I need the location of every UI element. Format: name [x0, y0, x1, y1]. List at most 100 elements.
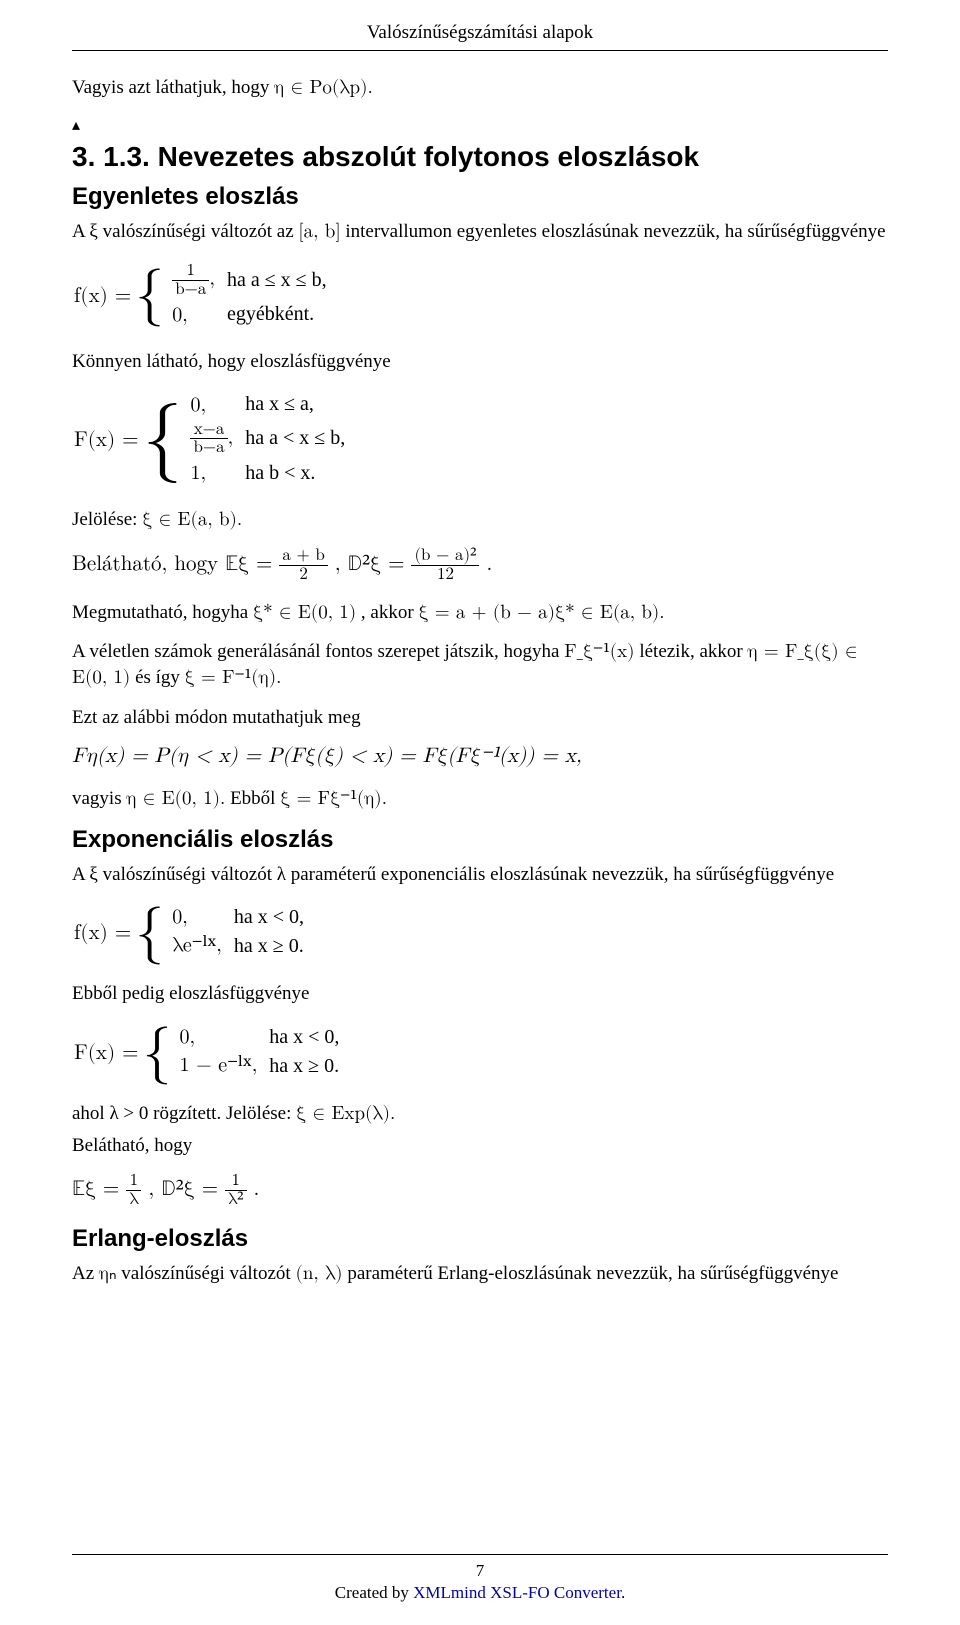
math: (n, λ) — [295, 1264, 342, 1283]
exponential-density-formula: f(x) = { 0, ha x < 0, λe⁻ˡˣ, ha x ≥ 0. — [72, 901, 888, 965]
text: Jelölése: — [72, 509, 142, 530]
math: η ∈ E(0, 1). — [126, 789, 225, 808]
lhs: 𝔻²ξ = — [348, 554, 412, 575]
value: 0, — [172, 905, 232, 931]
footer-credit: Created by XMLmind XSL-FO Converter. — [335, 1583, 625, 1602]
text: Ebből — [230, 788, 280, 809]
value: 1 − e⁻ˡˣ, — [179, 1053, 267, 1081]
text: Megmutatható, hogyha — [72, 602, 253, 623]
lhs: 𝔻²ξ = — [161, 1179, 225, 1200]
brace-icon: { — [142, 1024, 175, 1082]
uniform-cdf-intro: Könnyen látható, hogy eloszlásfüggvénye — [72, 349, 888, 375]
page-footer: 7 Created by XMLmind XSL-FO Converter. — [72, 1554, 888, 1603]
dot: . — [253, 1179, 259, 1200]
footer-rule — [72, 1554, 888, 1555]
condition: ha x < 0, — [269, 1025, 349, 1051]
numerator: 1 — [225, 1172, 246, 1191]
condition: egyébként. — [227, 303, 337, 329]
header-rule — [72, 50, 888, 51]
section-marker-icon: ▴ — [72, 115, 888, 135]
credit-dot: . — [621, 1583, 625, 1602]
condition: ha x ≥ 0. — [234, 933, 314, 961]
brace-icon: { — [142, 399, 186, 479]
lhs: f(x) = — [74, 921, 133, 946]
text: Az — [72, 1263, 99, 1284]
running-head: Valószínűségszámítási alapok — [72, 0, 888, 50]
lhs: 𝔼ξ = — [225, 554, 279, 575]
erlang-def-paragraph: Az ηₙ valószínűségi változót (n, λ) para… — [72, 1261, 888, 1287]
math: ξ = Fξ⁻¹(η). — [280, 789, 387, 808]
frac: a + b 2 — [279, 547, 327, 584]
condition: ha a ≤ x ≤ b, — [227, 262, 337, 301]
denominator: b−a — [190, 439, 227, 457]
exponential-moments-intro: Belátható, hogy — [72, 1133, 888, 1159]
text: és így — [135, 667, 185, 688]
intro-math: η ∈ Po(λp). — [274, 78, 373, 97]
math: ξ = a + (b − a)ξ* ∈ E(a, b). — [418, 603, 664, 622]
math: ηₙ — [99, 1264, 117, 1283]
proof-equation: Fη(x) = P(η < x) = P(Fξ(ξ) < x) = Fξ(Fξ⁻… — [72, 744, 888, 770]
text: , akkor — [361, 602, 419, 623]
tail: , — [228, 427, 234, 447]
frac: 1 λ² — [225, 1172, 246, 1209]
exponential-def-paragraph: A ξ valószínűségi változót λ paraméterű … — [72, 862, 888, 888]
math: ξ = F⁻¹(η). — [185, 668, 282, 687]
numerator: 1 — [126, 1172, 141, 1191]
frac: x−a b−a — [190, 421, 227, 458]
denominator: b−a — [172, 281, 209, 299]
text: ahol λ > 0 rögzített. Jelölése: — [72, 1103, 296, 1124]
denominator: 2 — [279, 566, 327, 584]
value: 0, — [190, 393, 243, 419]
text: valószínűségi változót — [121, 1263, 295, 1284]
lhs: 𝔼ξ = — [72, 1179, 126, 1200]
condition: ha x < 0, — [234, 905, 314, 931]
uniform-def-paragraph: A ξ valószínűségi változót az [a, b] int… — [72, 219, 888, 245]
denominator: λ² — [225, 1191, 246, 1209]
uniform-notation: Jelölése: ξ ∈ E(a, b). — [72, 507, 888, 533]
denominator: λ — [126, 1191, 141, 1209]
credit-prefix: Created by — [335, 1583, 413, 1602]
value: 0, — [172, 303, 225, 329]
uniform-cdf-formula: F(x) = { 0, ha x ≤ a, x−a b−a , — [72, 389, 888, 492]
credit-link: XMLmind XSL-FO Converter — [413, 1583, 621, 1602]
numerator: 1 — [172, 262, 209, 281]
sep: , — [148, 1179, 161, 1200]
math: F_ξ⁻¹(x) — [564, 642, 634, 661]
uniform-transform-paragraph: Megmutatható, hogyha ξ* ∈ E(0, 1) , akko… — [72, 600, 888, 626]
page-number: 7 — [72, 1561, 888, 1581]
numerator: x−a — [190, 421, 227, 440]
exponential-cdf-formula: F(x) = { 0, ha x < 0, 1 − e⁻ˡˣ, ha x ≥ 0… — [72, 1021, 888, 1085]
section-heading: 3. 1.3. Nevezetes abszolút folytonos elo… — [72, 141, 888, 173]
numerator: a + b — [279, 547, 327, 566]
notation-math: ξ ∈ E(a, b). — [142, 510, 242, 529]
value: λe⁻ˡˣ, — [172, 933, 232, 961]
lhs: F(x) = — [74, 428, 140, 453]
frac: (b − a)² 12 — [411, 547, 479, 584]
lhs: f(x) = — [74, 284, 133, 309]
notation-math: ξ ∈ Exp(λ). — [296, 1104, 395, 1123]
dot: . — [486, 554, 492, 575]
math: ξ* ∈ E(0, 1) — [253, 603, 356, 622]
tail: , — [209, 269, 215, 289]
exponential-moments-formula: 𝔼ξ = 1 λ , 𝔻²ξ = 1 λ² . — [72, 1172, 888, 1209]
subsection-exponential-heading: Exponenciális eloszlás — [72, 826, 888, 854]
text: A véletlen számok generálásánál fontos s… — [72, 641, 564, 662]
lhs: F(x) = — [74, 1041, 140, 1066]
numerator: (b − a)² — [411, 547, 479, 566]
exponential-cdf-intro: Ebből pedig eloszlásfüggvénye — [72, 981, 888, 1007]
proof-conclusion: vagyis η ∈ E(0, 1). Ebből ξ = Fξ⁻¹(η). — [72, 786, 888, 812]
subsection-uniform-heading: Egyenletes eloszlás — [72, 183, 888, 211]
condition: ha a < x ≤ b, — [245, 421, 355, 460]
exponential-notation: ahol λ > 0 rögzített. Jelölése: ξ ∈ Exp(… — [72, 1101, 888, 1127]
text: intervallumon egyenletes eloszlásúnak ne… — [345, 221, 885, 242]
text: A ξ valószínűségi változót az — [72, 221, 298, 242]
sep: , — [335, 554, 348, 575]
brace-icon: { — [135, 904, 168, 962]
text: létezik, akkor — [639, 641, 747, 662]
value: 1, — [190, 461, 243, 487]
brace-icon: { — [135, 266, 168, 324]
frac: 1 b−a — [172, 262, 209, 299]
text: vagyis — [72, 788, 126, 809]
random-gen-paragraph: A véletlen számok generálásánál fontos s… — [72, 639, 888, 690]
text: paraméterű Erlang-eloszlásúnak nevezzük,… — [347, 1263, 838, 1284]
